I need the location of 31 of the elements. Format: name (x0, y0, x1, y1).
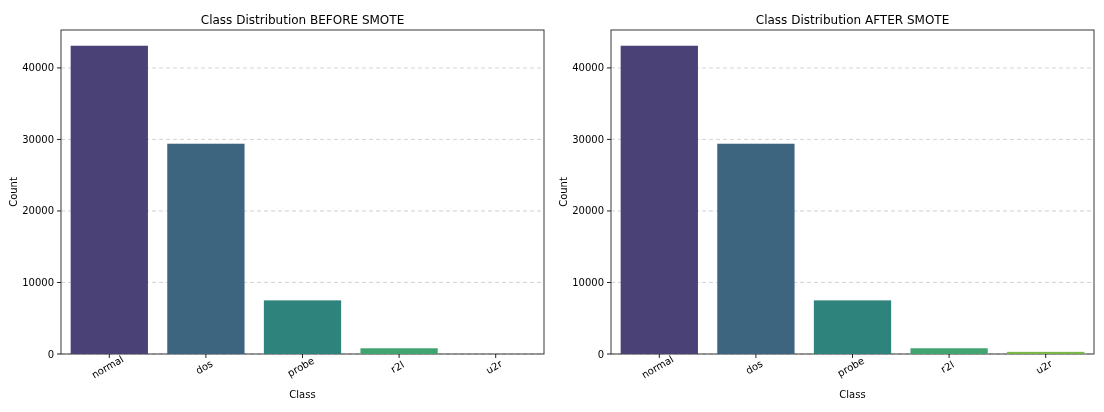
y-tick-label: 30000 (572, 133, 604, 145)
y-tick-label: 0 (47, 348, 54, 360)
y-tick-label: 40000 (572, 62, 604, 74)
bar (717, 143, 795, 354)
x-axis-title: Class (289, 389, 316, 400)
y-tick-label: 10000 (22, 276, 54, 288)
y-tick-label: 20000 (572, 205, 604, 217)
bar (813, 300, 892, 354)
y-tick-label: 40000 (22, 62, 54, 74)
chart-title: Class Distribution BEFORE SMOTE (200, 13, 405, 27)
x-tick-label: u2r (483, 357, 505, 376)
bar (167, 143, 245, 354)
x-tick-label: dos (193, 357, 215, 377)
bar (70, 45, 148, 354)
y-axis-title: Count (8, 177, 19, 207)
y-tick-label: 20000 (22, 205, 54, 217)
y-tick-label: 30000 (22, 133, 54, 145)
bar (360, 348, 438, 354)
x-tick-label: dos (743, 357, 765, 377)
x-tick-label: u2r (1033, 357, 1055, 376)
bar (620, 45, 698, 354)
x-tick-label: r2l (388, 358, 406, 376)
bar (910, 348, 988, 354)
bar (263, 300, 342, 354)
x-axis-title: Class (839, 389, 866, 400)
y-tick-label: 10000 (572, 276, 604, 288)
y-tick-label: 0 (597, 348, 604, 360)
bar (1007, 351, 1085, 354)
y-axis-title: Count (558, 177, 569, 207)
x-tick-label: r2l (938, 358, 956, 376)
chart-title: Class Distribution AFTER SMOTE (755, 13, 950, 27)
